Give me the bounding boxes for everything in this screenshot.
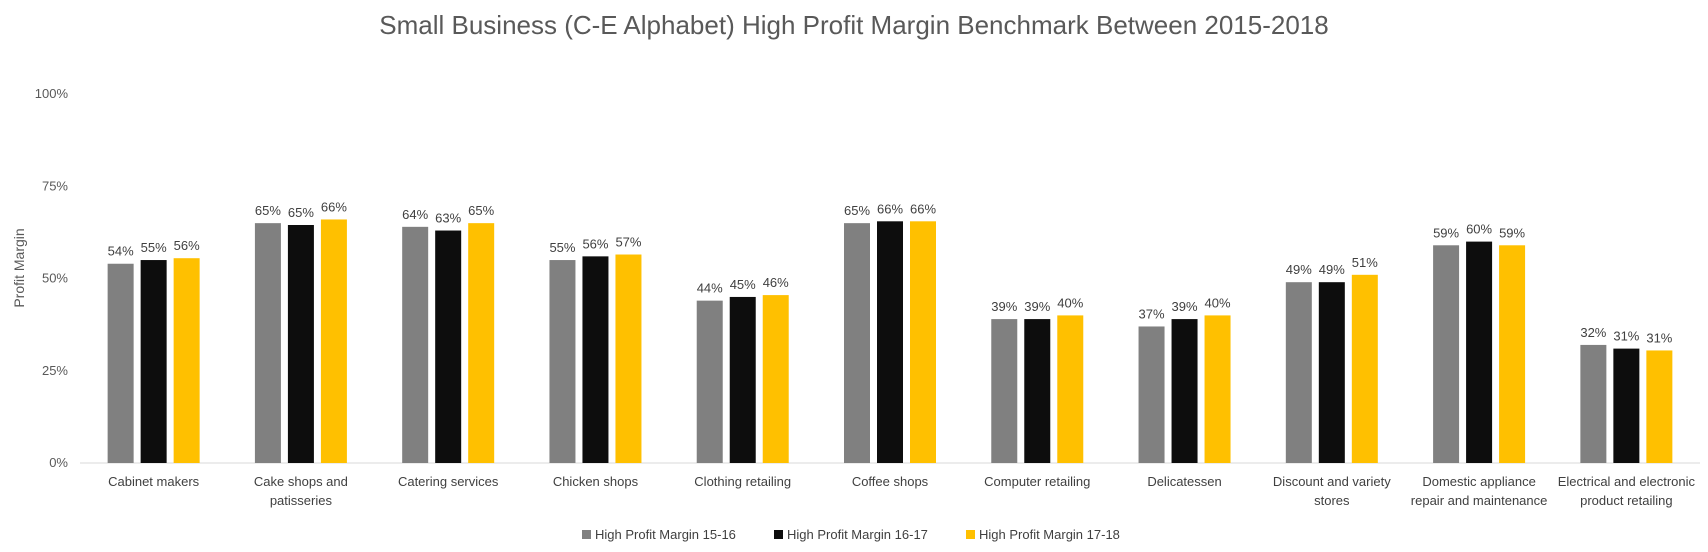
bar xyxy=(762,295,789,463)
legend-swatch xyxy=(966,530,975,539)
data-label: 66% xyxy=(910,201,936,216)
bar xyxy=(991,319,1018,463)
bar xyxy=(254,223,281,463)
bar xyxy=(1204,315,1231,463)
data-label: 39% xyxy=(1024,299,1050,314)
data-label: 55% xyxy=(141,240,167,255)
category-label: Catering services xyxy=(398,474,499,489)
category-label: Discount and variety stores xyxy=(1273,474,1391,508)
legend: High Profit Margin 15-16 High Profit Marg… xyxy=(582,527,1120,542)
data-label: 65% xyxy=(288,205,314,220)
bar xyxy=(173,258,200,463)
data-label: 49% xyxy=(1319,262,1345,277)
bar xyxy=(1138,326,1165,463)
y-axis-label-group: Profit Margin xyxy=(11,228,27,307)
bar xyxy=(844,223,870,463)
bar xyxy=(1433,245,1460,463)
bar xyxy=(696,300,723,463)
bar xyxy=(910,221,936,463)
data-label: 63% xyxy=(435,211,461,226)
category-label: Coffee shops xyxy=(852,474,929,489)
bar xyxy=(1351,274,1378,463)
data-label: 66% xyxy=(877,201,903,216)
data-label: 60% xyxy=(1466,222,1492,237)
data-label: 46% xyxy=(763,275,789,290)
legend-entry: High Profit Margin 15-16 xyxy=(595,527,736,542)
bar xyxy=(615,254,642,463)
category-label: Cabinet makers xyxy=(108,474,200,489)
data-label: 65% xyxy=(468,203,494,218)
bar xyxy=(582,256,609,463)
data-label: 49% xyxy=(1286,262,1312,277)
bar xyxy=(435,230,462,463)
bar xyxy=(729,296,756,463)
data-label: 44% xyxy=(697,281,723,296)
bar xyxy=(1057,315,1084,463)
bar xyxy=(1285,282,1312,463)
bar xyxy=(1646,350,1673,463)
bar xyxy=(1613,348,1640,463)
data-label: 56% xyxy=(174,238,200,253)
data-label: 65% xyxy=(255,203,281,218)
y-tick-label: 75% xyxy=(42,178,68,193)
y-tick-label: 100% xyxy=(35,86,69,101)
data-label: 45% xyxy=(730,277,756,292)
bar xyxy=(1466,241,1493,463)
bar xyxy=(549,260,576,463)
bar xyxy=(1171,319,1198,463)
data-label: 54% xyxy=(108,244,134,259)
data-label: 57% xyxy=(615,235,641,250)
data-label: 32% xyxy=(1580,325,1606,340)
y-tick-label: 50% xyxy=(42,271,68,286)
y-tick-label: 0% xyxy=(49,455,68,470)
bar xyxy=(877,221,903,463)
bar xyxy=(140,260,167,463)
bar xyxy=(1499,245,1526,463)
data-label: 39% xyxy=(1172,299,1198,314)
y-axis-label: Profit Margin xyxy=(11,228,27,307)
data-labels: 54% 55% 56% 65% 65% 66% 64% 63% 65% 55% 56% 57% 44% 4… xyxy=(108,199,1673,345)
legend-swatch xyxy=(774,530,783,539)
data-label: 66% xyxy=(321,199,347,214)
bar xyxy=(402,226,429,463)
data-label: 55% xyxy=(549,240,575,255)
category-labels: Cabinet makers Cake shops and patisseries C… xyxy=(108,474,1695,508)
bar xyxy=(320,219,347,463)
chart-title: Small Business (C-E Alphabet) High Profi… xyxy=(379,10,1329,40)
data-label: 40% xyxy=(1057,295,1083,310)
data-label: 51% xyxy=(1352,255,1378,270)
data-label: 39% xyxy=(991,299,1017,314)
category-label: Cake shops and patisseries xyxy=(254,474,348,508)
legend-entry: High Profit Margin 16-17 xyxy=(787,527,928,542)
data-label: 65% xyxy=(844,203,870,218)
data-label: 31% xyxy=(1646,330,1672,345)
legend-swatch xyxy=(582,530,591,539)
legend-entry: High Profit Margin 17-18 xyxy=(979,527,1120,542)
category-label: Clothing retailing xyxy=(694,474,791,489)
data-label: 56% xyxy=(582,236,608,251)
category-label: Computer retailing xyxy=(984,474,1090,489)
bar xyxy=(287,224,314,463)
category-label: Electrical and electronic product retaili… xyxy=(1558,474,1696,508)
data-label: 59% xyxy=(1499,225,1525,240)
data-label: 40% xyxy=(1205,295,1231,310)
data-label: 37% xyxy=(1139,306,1165,321)
category-label: Chicken shops xyxy=(553,474,639,489)
bar xyxy=(107,263,134,463)
bar xyxy=(468,223,495,463)
category-label: Delicatessen xyxy=(1147,474,1221,489)
data-label: 31% xyxy=(1613,329,1639,344)
bar xyxy=(1580,344,1607,463)
data-label: 64% xyxy=(402,207,428,222)
data-label: 59% xyxy=(1433,225,1459,240)
bar xyxy=(1024,319,1051,463)
bars xyxy=(107,219,1673,463)
bar xyxy=(1318,282,1345,463)
category-label: Domestic appliance repair and maintenance xyxy=(1411,474,1548,508)
y-tick-label: 25% xyxy=(42,363,68,378)
